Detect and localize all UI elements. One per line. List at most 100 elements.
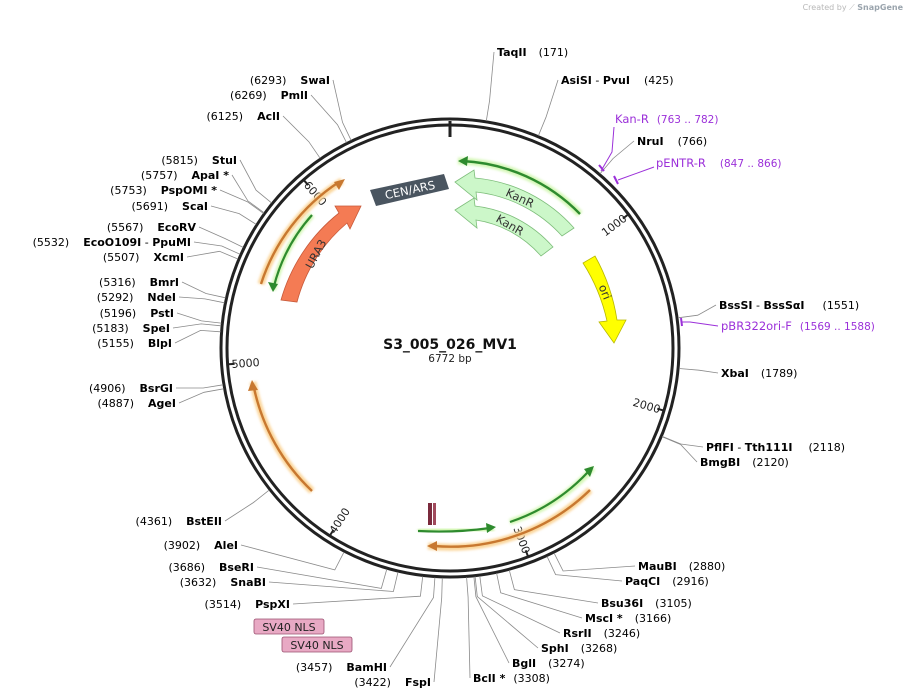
tick-mark-5000 (226, 362, 235, 366)
leader-line-0 (485, 51, 495, 121)
enzyme-xcmi: (5507) XcmI (103, 251, 184, 264)
leader-line-28 (181, 281, 226, 299)
leader-line-10 (496, 573, 583, 619)
orf-group (248, 156, 596, 551)
enzyme-bmgbi: BmgBI (2120) (700, 456, 789, 469)
enzyme-spei: (5183) SpeI (92, 322, 170, 335)
orf-kanr-outer-line (461, 159, 581, 215)
orf-kanr-outer-head (458, 156, 468, 166)
enzyme-bseri: (3686) BseRI (168, 561, 254, 574)
enzyme-alei: (3902) AleI (164, 539, 238, 552)
enzyme-swai: (6293) SwaI (250, 74, 330, 87)
tick-mark-4000 (328, 529, 335, 538)
orf-bottom-green2-line (509, 471, 589, 524)
leader-line-2 (599, 140, 635, 174)
leader-line-38 (332, 79, 352, 141)
enzyme-scai: (5691) ScaI (131, 200, 208, 213)
leader-line-24 (174, 329, 221, 344)
enzyme-ecorv: (5567) EcoRV (107, 221, 197, 234)
enzyme-asisi-pvui: AsiSI - PvuI (425) (561, 74, 674, 87)
leader-line-33 (219, 189, 264, 214)
plasmid-name: S3_005_026_MV1 (383, 337, 517, 353)
leader-line-16 (389, 577, 436, 668)
enzyme-paqci: PaqCI (2916) (625, 575, 709, 588)
credit-brand: SnapGene (857, 3, 903, 12)
leader-line-15 (433, 577, 443, 683)
primer-group: Kan-R (763 .. 782) pENTR-R (847 .. 866) pB… (598, 112, 875, 333)
backbone-outer-ring (219, 117, 681, 579)
enzyme-psti: (5196) PstI (100, 307, 174, 320)
orf-bottom-orange-line (433, 489, 591, 548)
enzyme-snabi: (3632) SnaBI (180, 576, 266, 589)
enzyme-bsrgi: (4906) BsrGI (89, 382, 173, 395)
enzyme-maubi: MauBI (2880) (638, 560, 725, 573)
leader-line-14 (466, 577, 471, 679)
enzyme-msci: MscI * (3166) (585, 612, 671, 625)
leader-line-29 (186, 250, 239, 260)
enzyme-bmri: (5316) BmrI (99, 276, 179, 289)
leader-lines (172, 51, 719, 683)
leader-line-4 (679, 368, 719, 374)
credit-prefix: Created by (802, 3, 847, 12)
orf-ura3-outer-head (334, 179, 345, 190)
leader-line-5 (662, 436, 704, 448)
sv40-nls-box-1 (253, 618, 325, 635)
leader-line-35 (239, 159, 272, 204)
leader-line-32 (210, 205, 257, 225)
enzyme-bgli: BglI (3274) (512, 657, 585, 670)
plasmid-length: 6772 bp (428, 353, 472, 365)
primer-kan-r-marker (600, 126, 615, 172)
orf-bottom-orange-head (427, 541, 437, 551)
enzyme-blpi: (5155) BlpI (97, 337, 172, 350)
leader-line-25 (172, 323, 222, 329)
enzyme-bcli: BclI * (3308) (473, 672, 550, 685)
leader-line-20 (240, 544, 345, 571)
feature-ori-label: ori (596, 282, 615, 301)
enzyme-ecoo109i-ppumi: (5532) EcoO109I - PpuMI (33, 236, 191, 249)
enzyme-bsu36i: Bsu36I (3105) (601, 597, 692, 610)
enzyme-sphi: SphI (3268) (541, 642, 617, 655)
snapgene-logo-icon: ⟋ (849, 3, 855, 12)
leader-line-12 (474, 576, 539, 649)
enzyme-ndei: (5292) NdeI (97, 291, 176, 304)
leader-line-26 (176, 312, 222, 324)
orf-left-line (252, 387, 313, 492)
nls-mark-2 (433, 503, 436, 525)
leader-line-27 (178, 296, 225, 304)
enzyme-pspxi: (3514) PspXI (205, 598, 290, 611)
feature-group: CEN/ARS KanR KanR ori URA3 (280, 169, 627, 525)
snapgene-credit: Created by ⟋ SnapGene (803, 3, 903, 13)
primer-pentr-r-arrow (613, 175, 619, 185)
leader-line-31 (198, 226, 244, 248)
enzyme-bamhi: (3457) BamHI (296, 661, 387, 674)
feature-kanr-outer-shape (454, 169, 575, 237)
enzyme-pmli: (6269) PmlI (230, 89, 308, 102)
sv40-nls-box-2 (281, 636, 353, 653)
enzyme-labels-right: TaqII (171) AsiSI - PvuI (425) NruI (766) B… (473, 46, 859, 685)
enzyme-nrui: NruI (766) (637, 135, 707, 148)
leader-line-37 (310, 94, 347, 143)
leader-line-6 (662, 436, 698, 463)
orf-left-glow (249, 381, 315, 494)
enzyme-labels-left: (3422) FspI (3457) BamHI (3514) PspXI (3632… (33, 74, 431, 689)
enzyme-xbai: XbaI (1789) (721, 367, 797, 380)
feature-ori-shape (582, 255, 627, 344)
leader-line-1 (538, 79, 559, 136)
orf-bottom-green2-head (584, 466, 594, 477)
boxed-label-group: SV40 NLS SV40 NLS (253, 618, 353, 653)
enzyme-acli: (6125) AclI (207, 110, 280, 123)
primer-kan-r-arrow (598, 164, 605, 172)
sv40-nls-label-1: SV40 NLS (262, 621, 315, 634)
backbone (219, 117, 681, 579)
leader-line-3 (677, 304, 717, 319)
tick-mark-3000 (524, 549, 530, 559)
enzyme-taqii: TaqII (171) (497, 46, 568, 59)
orf-ura3-outer-line (259, 180, 340, 285)
leader-line-22 (178, 388, 224, 404)
tick-mark-6000 (302, 178, 309, 186)
leader-line-18 (268, 571, 399, 592)
nls-mark-1 (428, 503, 432, 525)
tick-label-2000: 2000 (631, 396, 662, 416)
